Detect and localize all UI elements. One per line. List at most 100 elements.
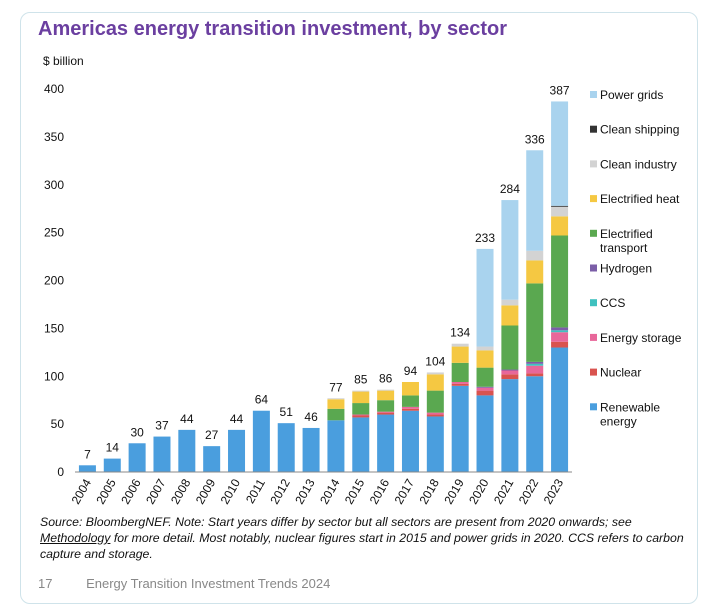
bar-total-label: 44 (180, 412, 194, 426)
x-tick-label: 2020 (466, 476, 492, 506)
legend-swatch (590, 125, 597, 133)
bar-total-label: 284 (500, 182, 520, 196)
legend-swatch (590, 403, 597, 411)
bar-total-label: 37 (155, 419, 169, 433)
bar-total-label: 387 (550, 83, 570, 97)
x-tick-label: 2009 (193, 476, 219, 506)
bar-segment-electrified-transport (451, 362, 469, 382)
legend-label: Clean shipping (600, 123, 679, 137)
bar-segment-electrified-heat (501, 305, 519, 326)
bar-segment-energy-storage (426, 412, 444, 415)
source-note-text-1: Source: BloombergNEF. Note: Start years … (40, 515, 632, 529)
bar-segment-nuclear (401, 408, 419, 411)
bar-total-label: 134 (450, 326, 470, 340)
bar-segment-renewable-energy (526, 376, 544, 472)
bar-segment-renewable-energy (352, 417, 370, 472)
bar-segment-hydrogen (551, 327, 569, 331)
bar-segment-ccs (526, 363, 544, 366)
bar-segment-energy-storage (352, 414, 370, 416)
bar-segment-clean-industry (476, 346, 494, 351)
bar-segment-renewable-energy (153, 436, 171, 472)
bar-segment-energy-storage (451, 381, 469, 384)
bar-segment-electrified-heat (377, 390, 395, 401)
chart-title: Americas energy transition investment, b… (38, 18, 508, 40)
bar-segment-electrified-transport (352, 403, 370, 415)
source-note: Source: BloombergNEF. Note: Start years … (40, 514, 690, 562)
bar-segment-renewable-energy (178, 429, 196, 472)
bar-segment-electrified-heat (551, 216, 569, 236)
legend-label: Energy storage (600, 331, 682, 345)
x-tick-label: 2010 (218, 476, 244, 506)
bar-segment-electrified-transport (476, 367, 494, 387)
y-tick-label: 0 (57, 465, 64, 479)
legend-swatch (590, 91, 597, 98)
legend-label: Electrified transport (600, 227, 653, 255)
methodology-link[interactable]: Methodology (40, 531, 111, 545)
bar-segment-clean-industry (501, 299, 519, 306)
bar-total-label: 86 (379, 372, 393, 386)
bar-segment-renewable-energy (476, 395, 494, 472)
bar-segment-renewable-energy (302, 427, 320, 472)
bar-segment-clean-industry (327, 398, 345, 400)
bar-segment-renewable-energy (327, 420, 345, 472)
bar-segment-renewable-energy (277, 423, 295, 472)
legend-label: CCS (600, 296, 625, 310)
source-note-text-2: for more detail. Most notably, nuclear f… (40, 531, 684, 561)
y-tick-label: 400 (44, 82, 64, 96)
bar-segment-energy-storage (526, 365, 544, 374)
y-tick-label: 250 (44, 226, 64, 240)
bar-total-label: 44 (230, 412, 244, 426)
bar-segment-renewable-energy (78, 465, 96, 472)
x-axis: 2004 2005 2006 2007 2008 2009 2010 2011 2012 2013… (69, 471, 572, 507)
bar-total-label: 51 (280, 405, 294, 419)
x-tick-label: 2013 (292, 476, 318, 506)
legend-label: Renewable energy (600, 400, 660, 428)
legend-swatch (590, 368, 597, 376)
bar-segment-electrified-heat (352, 391, 370, 404)
bar-segment-renewable-energy (501, 379, 519, 472)
x-tick-label: 2021 (491, 476, 517, 506)
bar-segment-clean-shipping (551, 205, 569, 207)
bar-segment-nuclear (377, 412, 395, 415)
bar-total-label: 27 (205, 428, 219, 442)
bar-segment-hydrogen (526, 361, 544, 364)
y-tick-label: 50 (51, 417, 65, 431)
bar-segment-renewable-energy (401, 410, 419, 472)
x-tick-label: 2023 (541, 476, 567, 506)
bar-segment-nuclear (501, 374, 519, 380)
legend-swatch (590, 264, 597, 272)
bar-segment-renewable-energy (228, 429, 246, 472)
bar-segment-power-grids (476, 248, 494, 347)
bar-total-label: 64 (255, 393, 269, 407)
bar-segment-energy-storage (551, 332, 569, 342)
y-tick-label: 100 (44, 369, 64, 383)
bar-total-label: 77 (329, 380, 343, 394)
bar-segment-clean-industry (551, 206, 569, 217)
bar-segment-clean-industry (377, 389, 395, 391)
x-tick-label: 2022 (516, 476, 542, 506)
bar-segment-renewable-energy (551, 347, 569, 472)
bar-total-label: 85 (354, 373, 368, 387)
x-tick-label: 2017 (392, 476, 418, 506)
bar-segment-clean-industry (426, 372, 444, 375)
y-tick-label: 200 (44, 274, 64, 288)
bar-segment-clean-industry (451, 343, 469, 347)
bar-segment-electrified-transport (377, 400, 395, 412)
bar-total-label: 104 (425, 354, 445, 368)
bar-segment-ccs (551, 330, 569, 333)
legend-swatch (590, 160, 597, 168)
bar-segment-electrified-transport (327, 408, 345, 421)
chart-card (20, 12, 698, 604)
bar-segment-electrified-transport (426, 390, 444, 413)
bar-segment-renewable-energy (103, 458, 121, 472)
bar-segment-hydrogen (476, 386, 494, 388)
bar-total-label: 30 (130, 425, 144, 439)
x-tick-label: 2006 (118, 476, 144, 506)
bar-segment-renewable-energy (128, 443, 146, 472)
bar-segment-renewable-energy (451, 385, 469, 472)
bar-segment-nuclear (526, 373, 544, 377)
bar-segment-clean-industry (526, 250, 544, 261)
x-tick-label: 2008 (168, 476, 194, 506)
bar-segment-electrified-transport (526, 283, 544, 362)
bar-total-label: 14 (106, 441, 120, 455)
